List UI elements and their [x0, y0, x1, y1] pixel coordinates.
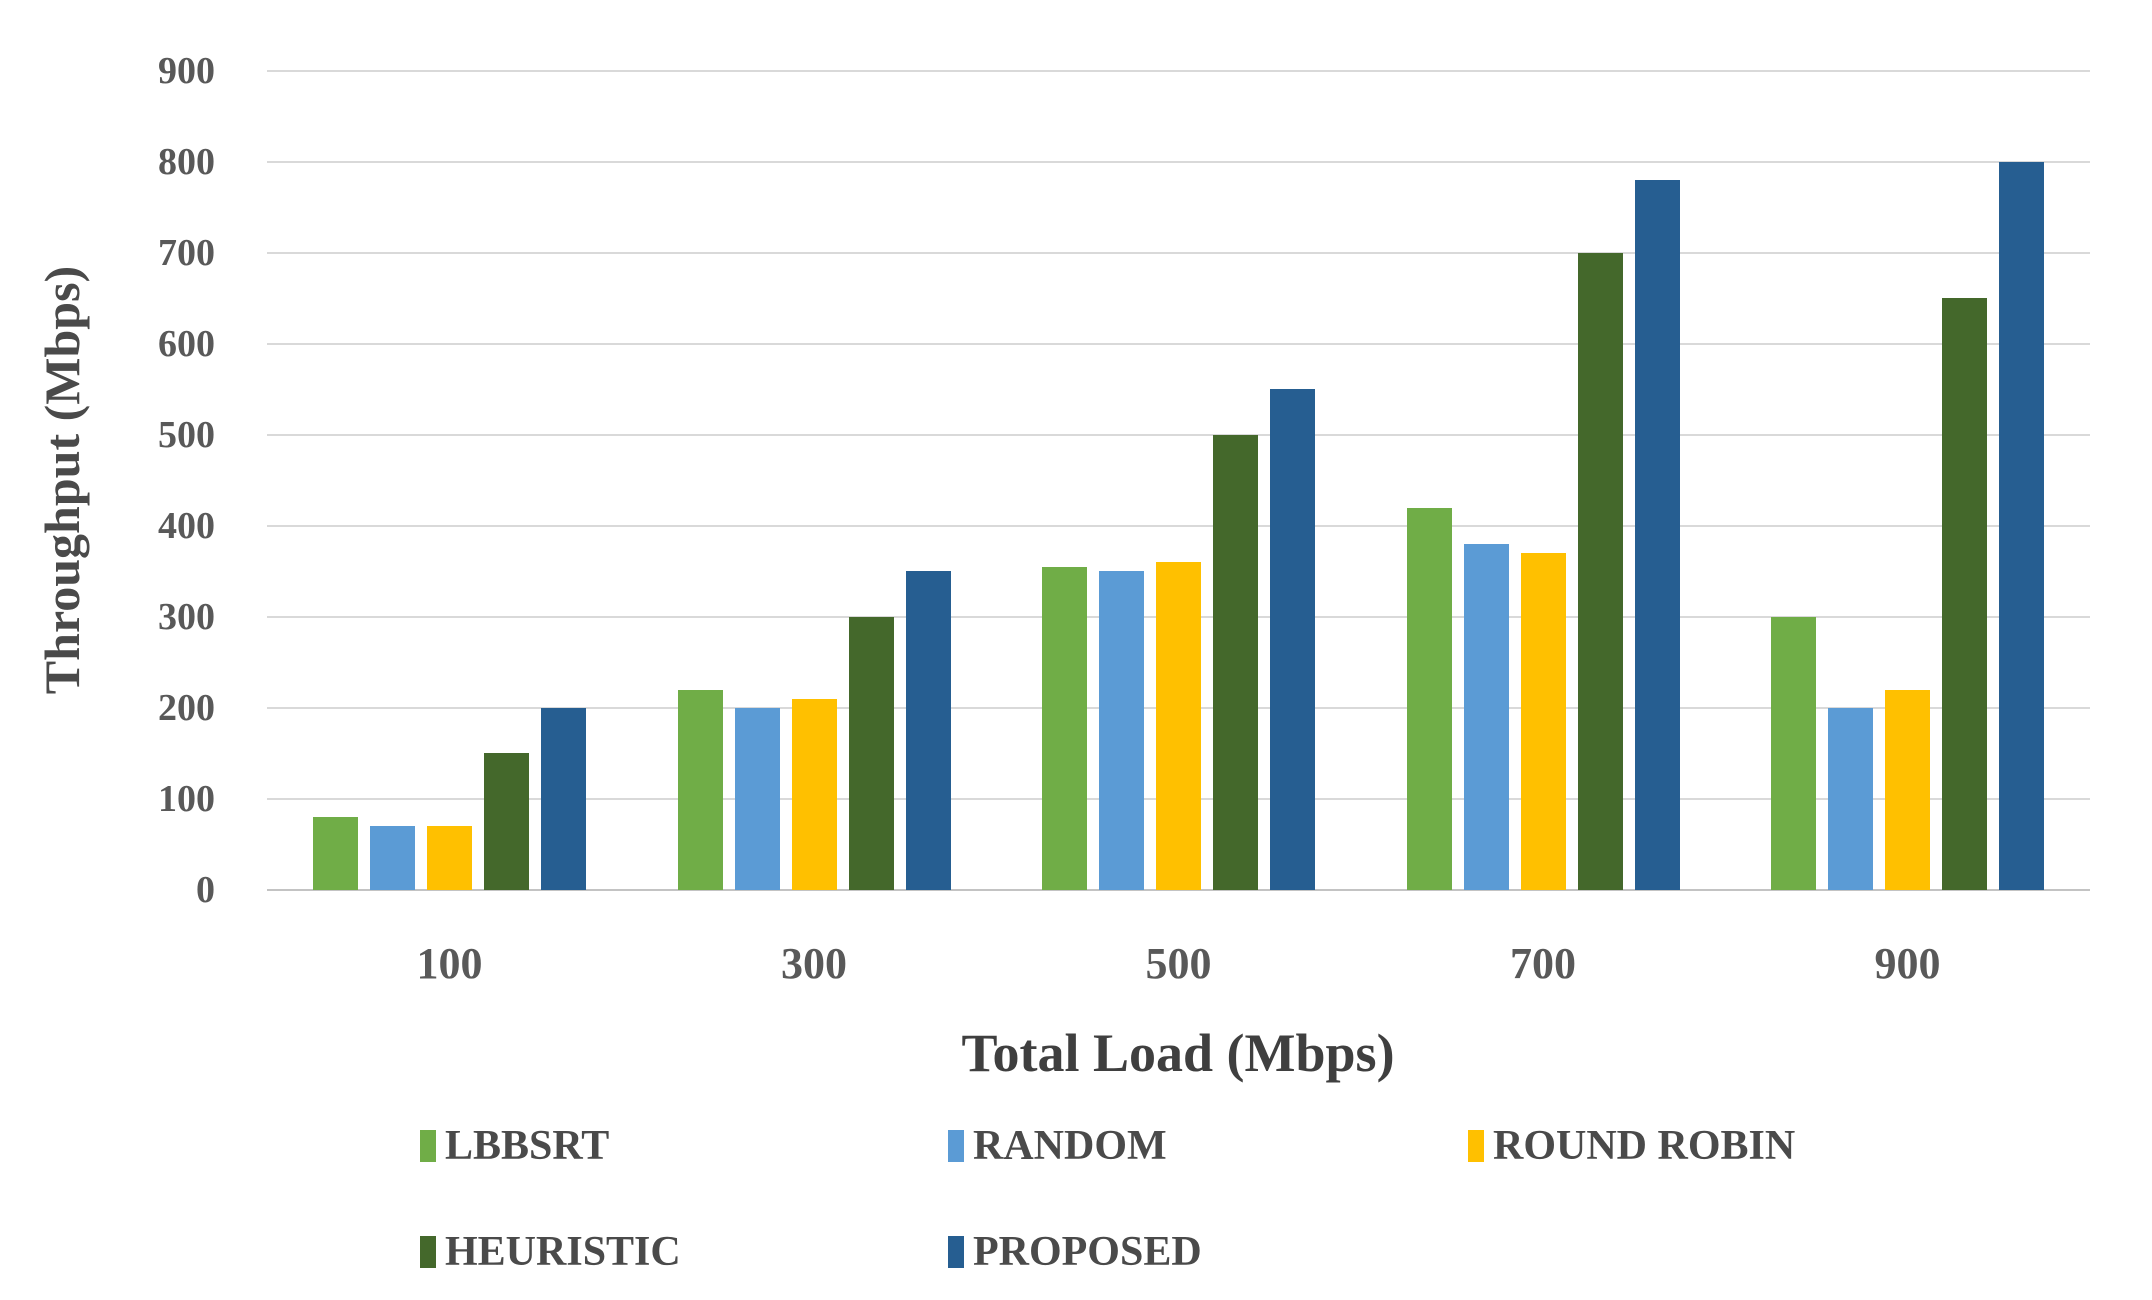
y-tick-label-500: 500	[158, 414, 215, 456]
legend-label: RANDOM	[973, 1123, 1167, 1169]
bar-random-900	[1828, 708, 1873, 890]
bar-lbbsrt-100	[313, 817, 358, 890]
gridline-700	[267, 252, 2090, 254]
bar-heuristic-100	[484, 753, 529, 890]
bar-round-robin-300	[791, 699, 837, 890]
y-tick-label-300: 300	[158, 596, 215, 638]
legend-label: LBBSRT	[445, 1123, 610, 1169]
legend-swatch-random	[948, 1130, 964, 1162]
legend-swatch-proposed	[948, 1236, 964, 1268]
legend-swatch-heuristic	[420, 1236, 436, 1268]
gridline-500	[267, 434, 2090, 436]
y-tick-label-700: 700	[158, 232, 215, 274]
bar-group-700	[1406, 180, 1680, 890]
legend-item-round-robin: ROUND ROBIN	[1468, 1118, 1795, 1174]
x-tick-label-700: 700	[1510, 939, 1576, 988]
legend-label: PROPOSED	[973, 1229, 1202, 1275]
x-axis-tick-labels: 100 300 500 700 900	[267, 938, 2090, 989]
bar-random-300	[734, 708, 780, 890]
bar-round-robin-700	[1520, 553, 1566, 890]
bar-round-robin-900	[1885, 690, 1930, 890]
y-axis-title: Throughput (Mbps)	[34, 265, 90, 695]
bar-random-100	[370, 826, 415, 890]
bar-group-500	[1042, 389, 1315, 890]
x-axis-title: Total Load (Mbps)	[961, 1023, 1395, 1083]
legend-item-random: RANDOM	[948, 1118, 1167, 1174]
bar-round-robin-100	[427, 826, 472, 890]
bar-lbbsrt-700	[1406, 508, 1452, 890]
legend-item-heuristic: HEURISTIC	[420, 1224, 681, 1280]
y-tick-label-200: 200	[158, 687, 215, 729]
bar-group-100	[313, 708, 586, 890]
bar-heuristic-500	[1213, 435, 1258, 890]
bar-group-300	[677, 571, 951, 890]
bar-lbbsrt-500	[1042, 567, 1087, 890]
gridline-800	[267, 161, 2090, 163]
legend-swatch-lbbsrt	[420, 1130, 436, 1162]
gridline-400	[267, 525, 2090, 527]
plot-area	[267, 70, 2090, 891]
gridline-600	[267, 343, 2090, 345]
bar-proposed-100	[541, 708, 586, 890]
legend-label: HEURISTIC	[445, 1229, 681, 1275]
y-tick-label-100: 100	[158, 778, 215, 820]
bar-heuristic-700	[1577, 253, 1623, 890]
y-tick-label-600: 600	[158, 323, 215, 365]
legend-label: ROUND ROBIN	[1493, 1123, 1796, 1169]
bar-proposed-300	[905, 571, 951, 890]
legend-row-1: LBBSRT RANDOM ROUND ROBIN	[0, 1118, 2152, 1174]
bar-proposed-900	[1999, 162, 2044, 890]
gridline-900	[267, 70, 2090, 72]
bar-random-500	[1099, 571, 1144, 890]
bar-group-900	[1771, 162, 2044, 890]
legend-item-proposed: PROPOSED	[948, 1224, 1202, 1280]
legend-row-2: HEURISTIC PROPOSED	[0, 1224, 2152, 1280]
gridline-0	[267, 889, 2090, 891]
x-tick-label-500: 500	[1145, 939, 1212, 988]
bar-proposed-500	[1270, 389, 1315, 890]
legend-item-lbbsrt: LBBSRT	[420, 1118, 609, 1174]
bar-heuristic-900	[1942, 298, 1987, 890]
bar-random-700	[1463, 544, 1509, 890]
legend-swatch-round-robin	[1468, 1130, 1484, 1162]
bar-round-robin-500	[1156, 562, 1201, 890]
x-tick-label-100: 100	[416, 939, 483, 988]
bar-lbbsrt-300	[677, 690, 723, 890]
y-tick-label-900: 900	[158, 50, 215, 92]
bar-proposed-700	[1634, 180, 1680, 890]
bar-lbbsrt-900	[1771, 617, 1816, 890]
y-tick-label-400: 400	[158, 505, 215, 547]
y-tick-label-800: 800	[158, 141, 215, 183]
x-tick-label-300: 300	[781, 939, 847, 988]
x-tick-label-900: 900	[1874, 939, 1941, 988]
y-tick-label-0: 0	[196, 869, 215, 911]
bar-groups-row	[267, 71, 2090, 890]
bar-heuristic-300	[848, 617, 894, 890]
